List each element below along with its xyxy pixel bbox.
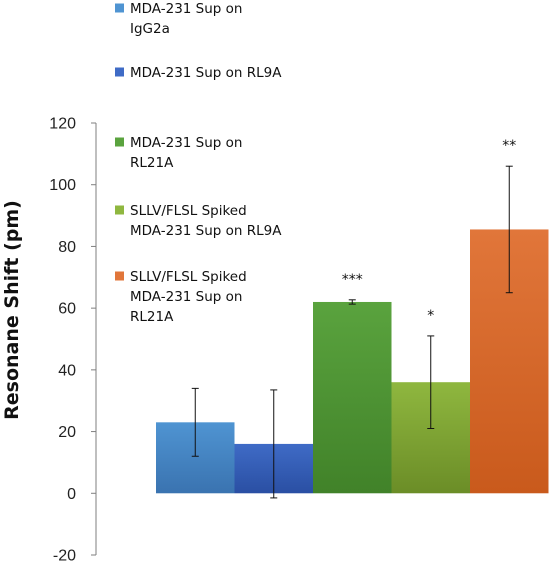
significance-label: *** <box>342 272 363 288</box>
legend-entry: MDA-231 Sup on RL9A <box>130 65 282 81</box>
y-tick-label: 40 <box>58 362 76 379</box>
legend-swatch <box>115 67 124 77</box>
y-tick-label: 100 <box>49 177 76 194</box>
y-axis: -20 0 20 40 60 80 100 120 <box>49 116 97 562</box>
legend-entry: SLLV/FLSL Spiked MDA-231 Sup on RL9A <box>130 203 282 239</box>
y-axis-label: Resonane Shift (pm) <box>1 200 23 420</box>
significance-annotations: ****** <box>342 138 517 324</box>
y-tick-label: 80 <box>58 239 76 256</box>
y-tick-label: 0 <box>67 486 76 503</box>
y-tick-label: 20 <box>58 424 76 441</box>
legend-entry: MDA-231 Sup on RL21A <box>130 135 242 171</box>
bar <box>313 301 392 494</box>
legend-entry: SLLV/FLSL Spiked MDA-231 Sup on RL21A <box>130 269 247 325</box>
y-tick-label: -20 <box>53 548 76 562</box>
error-bars <box>191 165 513 499</box>
y-tick-label: 60 <box>58 301 76 318</box>
legend-swatch <box>115 3 124 13</box>
significance-label: * <box>427 308 434 324</box>
legend-swatch <box>115 205 124 215</box>
y-tick-label: 120 <box>49 116 76 133</box>
legend-swatch <box>115 271 124 281</box>
legend-entry: MDA-231 Sup on IgG2a <box>130 1 242 37</box>
legend: MDA-231 Sup on IgG2a MDA-231 Sup on RL9A MD… <box>115 1 282 325</box>
significance-label: ** <box>502 138 516 154</box>
legend-swatch <box>115 137 124 147</box>
